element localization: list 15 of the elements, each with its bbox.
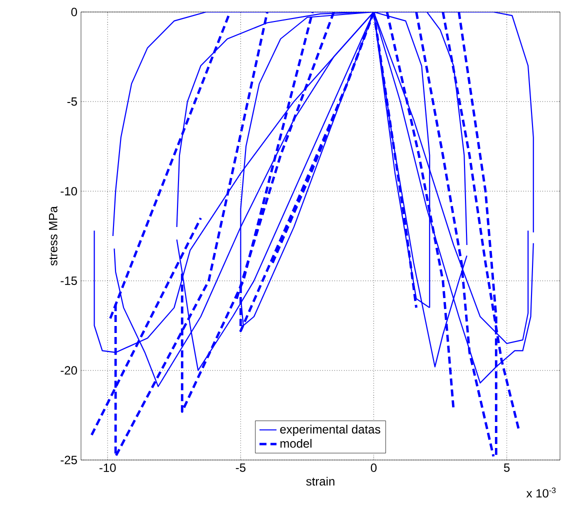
x-tick-label: -10 (100, 464, 116, 472)
x-tick-label: 0 (370, 464, 377, 472)
y-tick-label: -20 (60, 366, 78, 375)
y-tick-label: -5 (67, 97, 77, 106)
y-tick-label: -15 (60, 276, 77, 285)
y-tick-label: -25 (60, 456, 77, 464)
x-axis-title: strain (306, 476, 334, 486)
y-axis-title: stress MPa (49, 206, 58, 266)
legend-label: experimental datas (280, 424, 380, 436)
y-tick-label: 0 (71, 8, 78, 16)
y-tick-label: -10 (60, 186, 78, 196)
legend-label: model (280, 438, 312, 448)
text: x 10$^{-3}$ (526, 488, 556, 498)
x-tick-label: 5 (504, 464, 510, 472)
x-tick-label: -5 (236, 464, 246, 472)
